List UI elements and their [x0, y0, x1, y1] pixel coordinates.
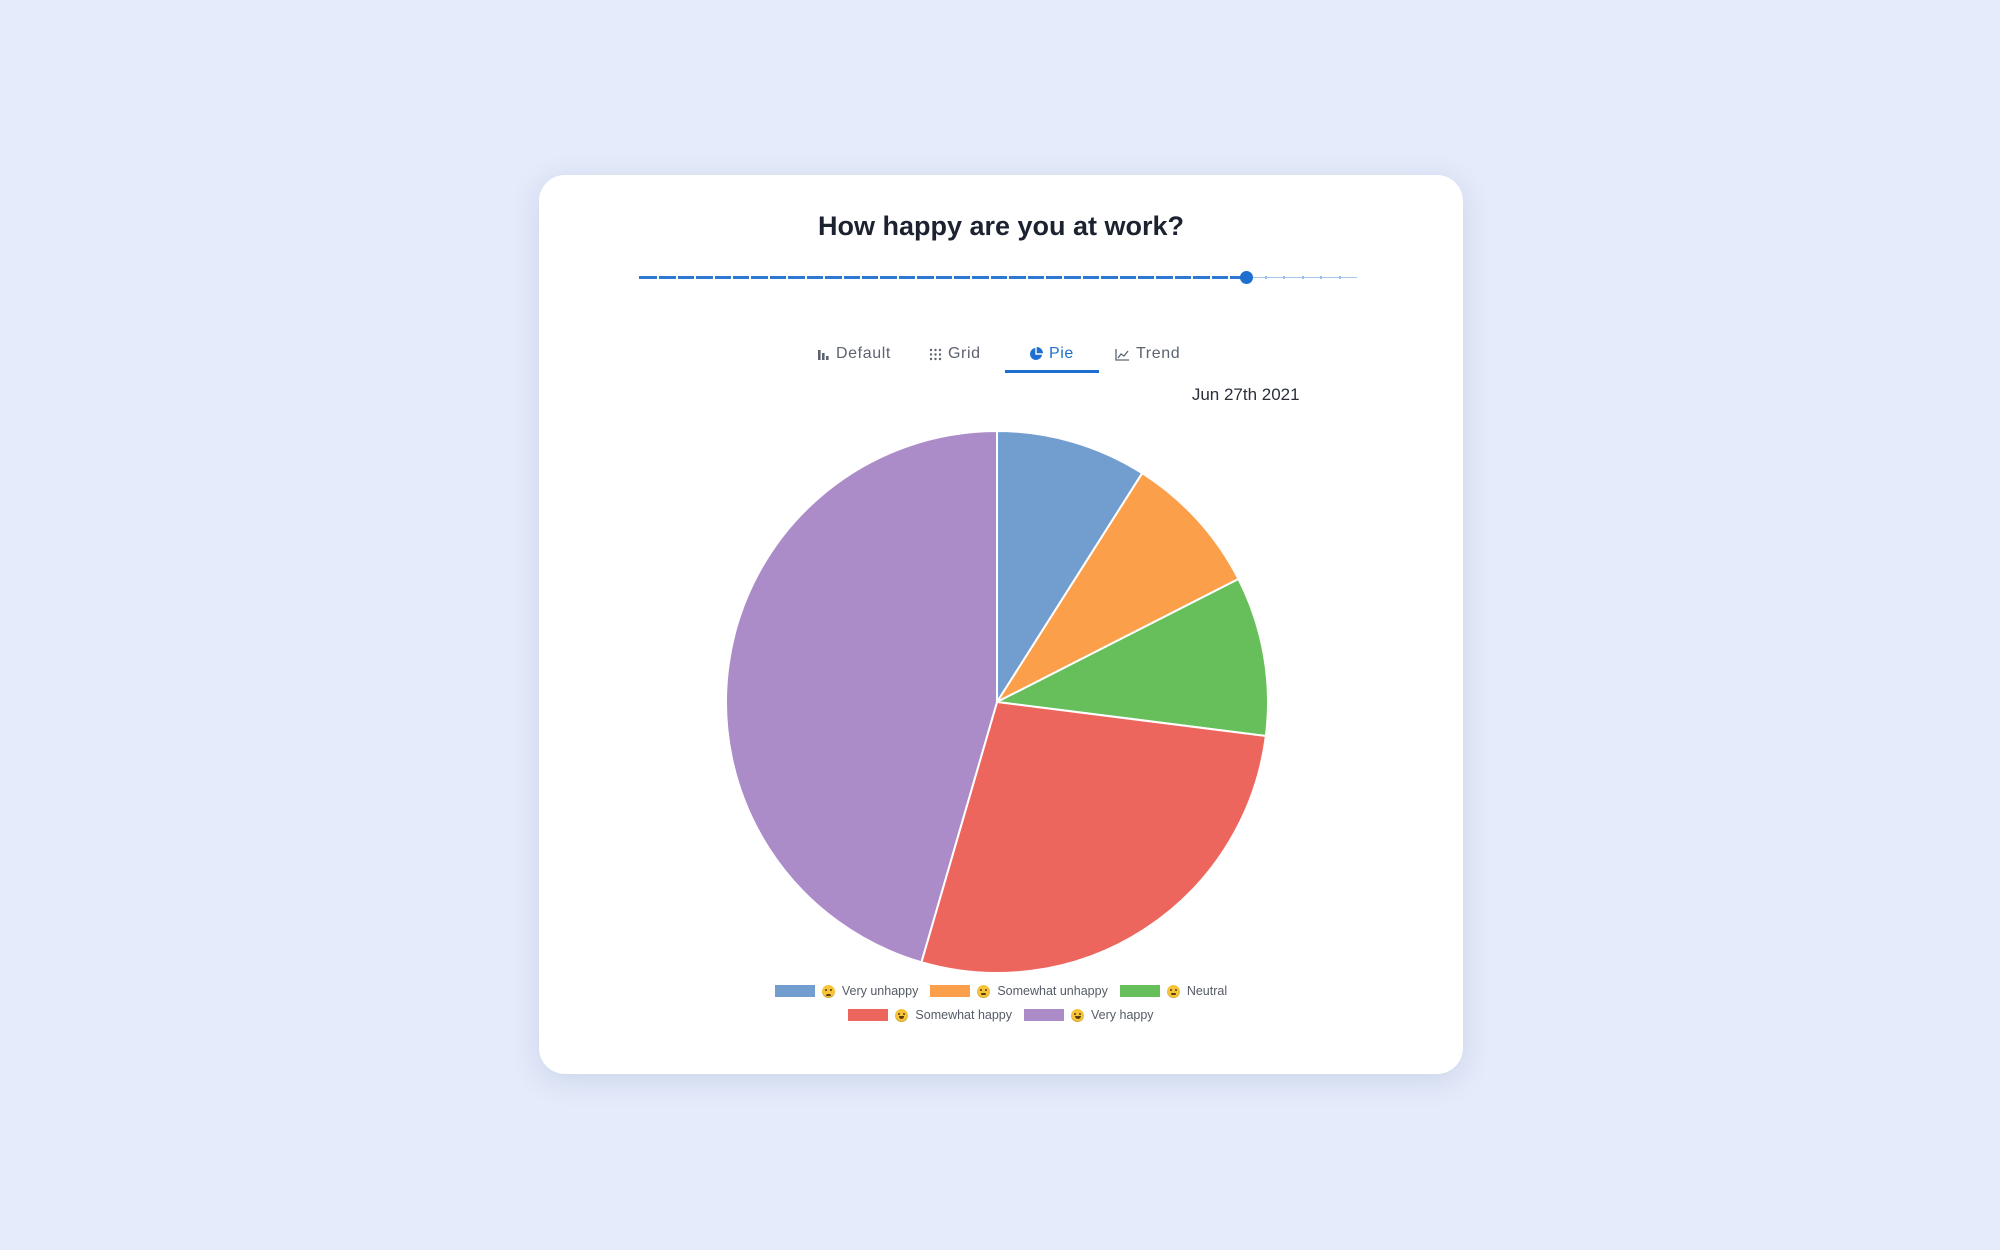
- legend-label: Somewhat unhappy: [997, 984, 1108, 998]
- slider-tick: [915, 276, 918, 279]
- pie-slice-very-unhappy[interactable]: [996, 429, 1144, 706]
- pie-slice-somewhat-happy[interactable]: [920, 700, 1267, 974]
- active-tab-indicator: [1005, 370, 1099, 373]
- grid-icon: [929, 348, 942, 361]
- legend-row-2: Somewhat happy Very happy: [539, 1008, 1463, 1022]
- slider-tick: [786, 276, 789, 279]
- legend-item-neutral[interactable]: Neutral: [1119, 984, 1228, 998]
- slider-tick: [749, 276, 752, 279]
- tab-label: Default: [836, 345, 891, 362]
- slider-tick: [841, 276, 844, 279]
- slider-date-label: Jun 27th 2021: [1191, 385, 1300, 404]
- tab-label: Trend: [1136, 345, 1181, 362]
- slider-tick: [694, 276, 697, 279]
- slider-tick: [657, 276, 660, 279]
- tab-trend[interactable]: Trend: [1115, 335, 1180, 373]
- legend-swatch: [774, 985, 815, 997]
- pie-slice-very-happy[interactable]: [725, 429, 998, 964]
- legend-swatch: [1024, 1009, 1065, 1021]
- slider-tick: [1117, 276, 1120, 279]
- legend-item-very-happy[interactable]: Very happy: [1024, 1008, 1154, 1022]
- chart-card: How happy are you at work? Jun 27th 2021…: [539, 175, 1463, 1074]
- slider-tick: [933, 276, 936, 279]
- slider-tick: [731, 276, 734, 279]
- slider-tick: [988, 276, 991, 279]
- legend-label: Very unhappy: [841, 984, 919, 998]
- tab-label: Grid: [948, 345, 981, 362]
- chart-title: How happy are you at work?: [817, 211, 1185, 241]
- slider-tick: [1099, 276, 1102, 279]
- tab-default[interactable]: Default: [816, 335, 891, 373]
- slider-tick: [1044, 276, 1047, 279]
- slider-tick: [1264, 276, 1267, 279]
- slider-tick: [712, 276, 715, 279]
- slider-track-remaining: [1245, 277, 1357, 278]
- slider-track-filled: [639, 276, 1246, 279]
- slider-tick: [1136, 276, 1139, 279]
- slider-tick: [767, 276, 770, 279]
- slider-tick: [1172, 276, 1175, 279]
- view-tabs: Default Grid Pie Trend: [539, 335, 1463, 375]
- pie-slice-somewhat-unhappy[interactable]: [994, 471, 1240, 705]
- slider-tick: [823, 276, 826, 279]
- legend-row-1: Very unhappy Somewhat unhappy Neutral: [539, 984, 1463, 998]
- pie-slice-neutral[interactable]: [993, 577, 1269, 738]
- slider-tick: [970, 276, 973, 279]
- legend-item-very-unhappy[interactable]: Very unhappy: [774, 984, 919, 998]
- neutral-face-icon: [1166, 984, 1180, 998]
- slider-tick: [1062, 276, 1065, 279]
- tab-grid[interactable]: Grid: [929, 335, 981, 373]
- slider-tick: [1338, 276, 1341, 279]
- slider-tick: [1154, 276, 1157, 279]
- slider-tick: [675, 276, 678, 279]
- slider-tick: [1301, 276, 1304, 279]
- legend-label: Somewhat happy: [915, 1008, 1013, 1022]
- slider-tick: [1209, 276, 1212, 279]
- bar-chart-icon: [816, 347, 830, 361]
- tab-pie[interactable]: Pie: [1029, 335, 1074, 373]
- date-slider[interactable]: Jun 27th 2021: [639, 267, 1357, 404]
- slightly-smiling-face-icon: [895, 1008, 909, 1022]
- slider-tick: [1191, 276, 1194, 279]
- legend-item-somewhat-unhappy[interactable]: Somewhat unhappy: [930, 984, 1108, 998]
- slider-tick: [1025, 276, 1028, 279]
- slider-tick: [878, 276, 881, 279]
- legend-swatch: [848, 1009, 889, 1021]
- slider-tick: [1283, 276, 1286, 279]
- slightly-frowning-face-icon: [977, 984, 991, 998]
- tab-label: Pie: [1049, 345, 1074, 362]
- slider-tick: [1080, 276, 1083, 279]
- slider-tick: [896, 276, 899, 279]
- legend-label: Neutral: [1186, 984, 1228, 998]
- slider-tick: [859, 276, 862, 279]
- pie-chart-icon: [1029, 347, 1043, 361]
- slider-tick: [1228, 276, 1231, 279]
- line-chart-icon: [1115, 348, 1130, 361]
- slider-tick: [1007, 276, 1010, 279]
- slider-tick: [1320, 276, 1323, 279]
- frowning-face-icon: [821, 984, 835, 998]
- slider-tick: [951, 276, 954, 279]
- grinning-face-icon: [1071, 1008, 1085, 1022]
- legend-swatch: [930, 985, 971, 997]
- legend-label: Very happy: [1091, 1008, 1154, 1022]
- legend-item-somewhat-happy[interactable]: Somewhat happy: [848, 1008, 1012, 1022]
- pie-chart: [725, 429, 1269, 974]
- slider-thumb[interactable]: [1239, 271, 1253, 284]
- legend-swatch: [1119, 985, 1160, 997]
- slider-tick: [804, 276, 807, 279]
